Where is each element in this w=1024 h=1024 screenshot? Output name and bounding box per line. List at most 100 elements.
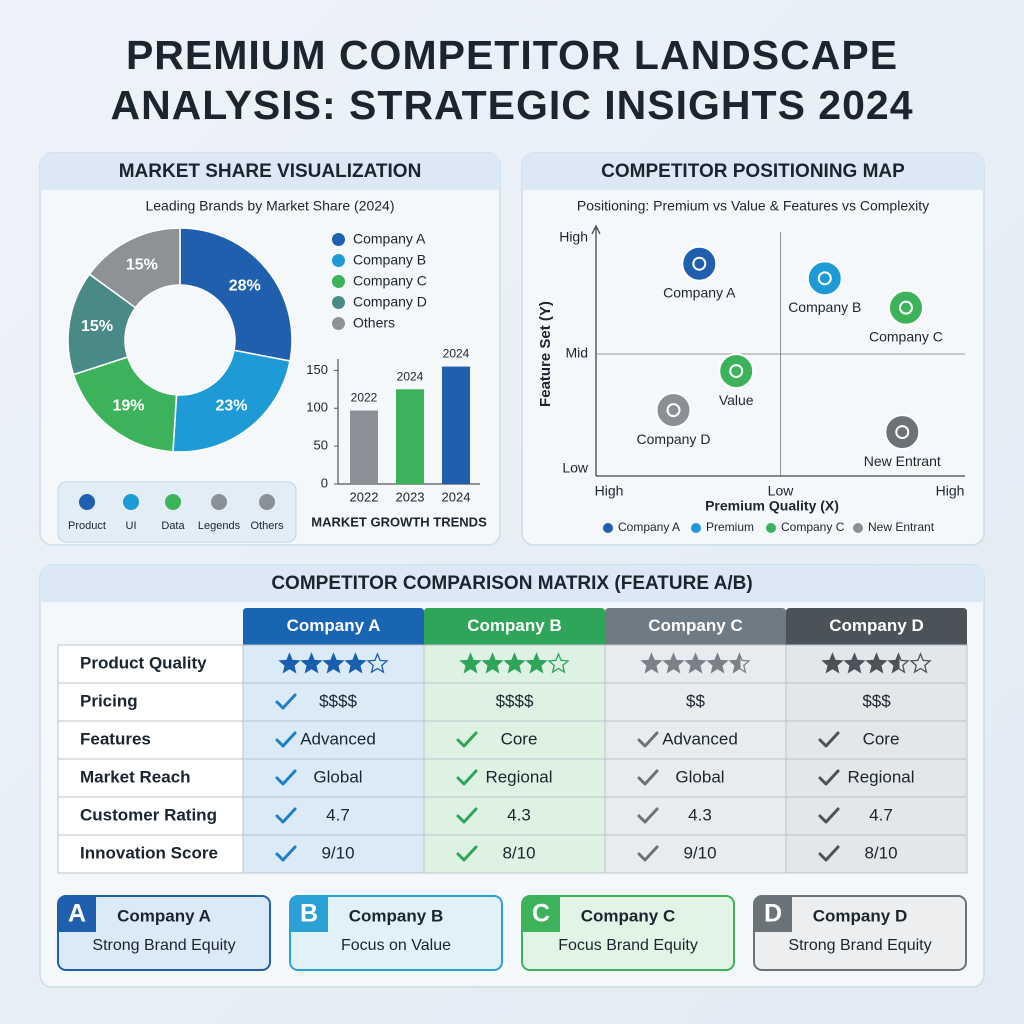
donut-slice: [172, 349, 291, 453]
legend-swatch: [766, 523, 776, 533]
cell-text: Regional: [847, 767, 914, 786]
legend-swatch: [332, 317, 345, 330]
check-icon: [637, 845, 659, 862]
cell-text: 4.3: [688, 805, 712, 824]
point-label: Company B: [788, 299, 861, 315]
y-tick-label: Low: [562, 460, 589, 476]
chart-subtitle: Leading Brands by Market Share (2024): [145, 198, 394, 214]
y-tick-label: 50: [314, 438, 328, 453]
donut-slice: [88, 227, 181, 309]
donut-slice: [179, 227, 293, 362]
star-fill: [823, 654, 900, 673]
cell-text: Core: [863, 729, 900, 748]
bar: [350, 410, 378, 484]
legend-label: Company C: [781, 520, 845, 534]
legend-swatch: [853, 523, 863, 533]
card: [753, 895, 967, 971]
legend-label: Company D: [353, 294, 427, 310]
panel-title: COMPETITOR COMPARISON MATRIX (FEATURE A/…: [271, 573, 752, 594]
star: [730, 654, 741, 673]
card-tagline: Focus on Value: [341, 937, 451, 954]
check-icon: [818, 845, 840, 862]
card: [521, 895, 735, 971]
cell-text: Regional: [485, 767, 552, 786]
y-tick-label: 100: [306, 400, 328, 415]
x-tick-label: High: [936, 483, 965, 499]
cell-text: Advanced: [300, 729, 376, 748]
x-axis-label: Premium Quality (X): [705, 498, 839, 514]
star-rating: [640, 652, 751, 674]
x-tick-label: 2022: [350, 489, 379, 504]
legend-label: Premium: [706, 520, 754, 534]
cell-text: 4.7: [326, 805, 350, 824]
bar-annotation: 2024: [397, 369, 424, 383]
check-icon: [275, 731, 297, 748]
check-icon: [818, 731, 840, 748]
point-icon: [692, 256, 707, 271]
legend-label: Company A: [618, 520, 680, 534]
x-tick-label: 2023: [396, 489, 425, 504]
tab-icon: [123, 494, 139, 510]
slice-label: 28%: [229, 278, 261, 295]
star: [889, 654, 900, 673]
row-label: Pricing: [80, 691, 138, 710]
slice-label: 23%: [215, 398, 247, 415]
x-tick-label: 2024: [442, 489, 471, 504]
donut-slice: [72, 356, 178, 453]
chart-title: MARKET GROWTH TRENDS: [311, 514, 487, 529]
legend-label: Others: [353, 315, 395, 331]
legend-swatch: [332, 254, 345, 267]
star: [280, 654, 299, 673]
cell-text: $$$$: [319, 691, 357, 710]
row-label: Innovation Score: [80, 843, 218, 862]
point-icon: [898, 300, 913, 315]
column-header-label: Company A: [287, 616, 381, 635]
check-icon: [456, 731, 478, 748]
card-badge: [290, 896, 328, 932]
panel-header: [40, 153, 500, 190]
cell-text: Global: [313, 767, 362, 786]
star: [324, 654, 343, 673]
card: [289, 895, 503, 971]
card-letter: A: [68, 900, 86, 928]
column-header: [424, 608, 605, 645]
card-name: Company C: [581, 906, 675, 925]
x-tick-label: High: [595, 483, 624, 499]
check-icon: [637, 769, 659, 786]
column-header: [243, 608, 424, 645]
row-label: Features: [80, 729, 151, 748]
slice-label: 19%: [113, 398, 145, 415]
check-icon: [456, 769, 478, 786]
card-badge: [58, 896, 96, 932]
point: [806, 260, 843, 297]
cell-text: Advanced: [662, 729, 738, 748]
star-rating: [278, 652, 389, 674]
star: [845, 654, 864, 673]
cell-text: $$$: [862, 691, 891, 710]
column-header: [605, 608, 786, 645]
star-rating: [459, 652, 570, 674]
star-fill: [461, 654, 546, 673]
column-header-label: Company B: [467, 616, 561, 635]
card-tagline: Strong Brand Equity: [92, 937, 235, 954]
y-tick-label: High: [559, 229, 588, 245]
point-label: Value: [719, 392, 754, 408]
tab-label: Legends: [198, 520, 241, 532]
row-label: Market Reach: [80, 767, 191, 786]
check-icon: [818, 769, 840, 786]
star: [346, 654, 365, 673]
row-label: Product Quality: [80, 653, 207, 672]
cell-text: 8/10: [502, 843, 535, 862]
star-fill: [280, 654, 365, 673]
star: [686, 654, 705, 673]
tab-icon: [79, 494, 95, 510]
card-name: Company D: [813, 906, 907, 925]
star: [823, 654, 842, 673]
check-icon: [637, 807, 659, 824]
point-icon: [895, 425, 910, 440]
star: [664, 654, 683, 673]
cell-text: $$$$: [496, 691, 534, 710]
star: [483, 654, 502, 673]
check-icon: [637, 731, 659, 748]
